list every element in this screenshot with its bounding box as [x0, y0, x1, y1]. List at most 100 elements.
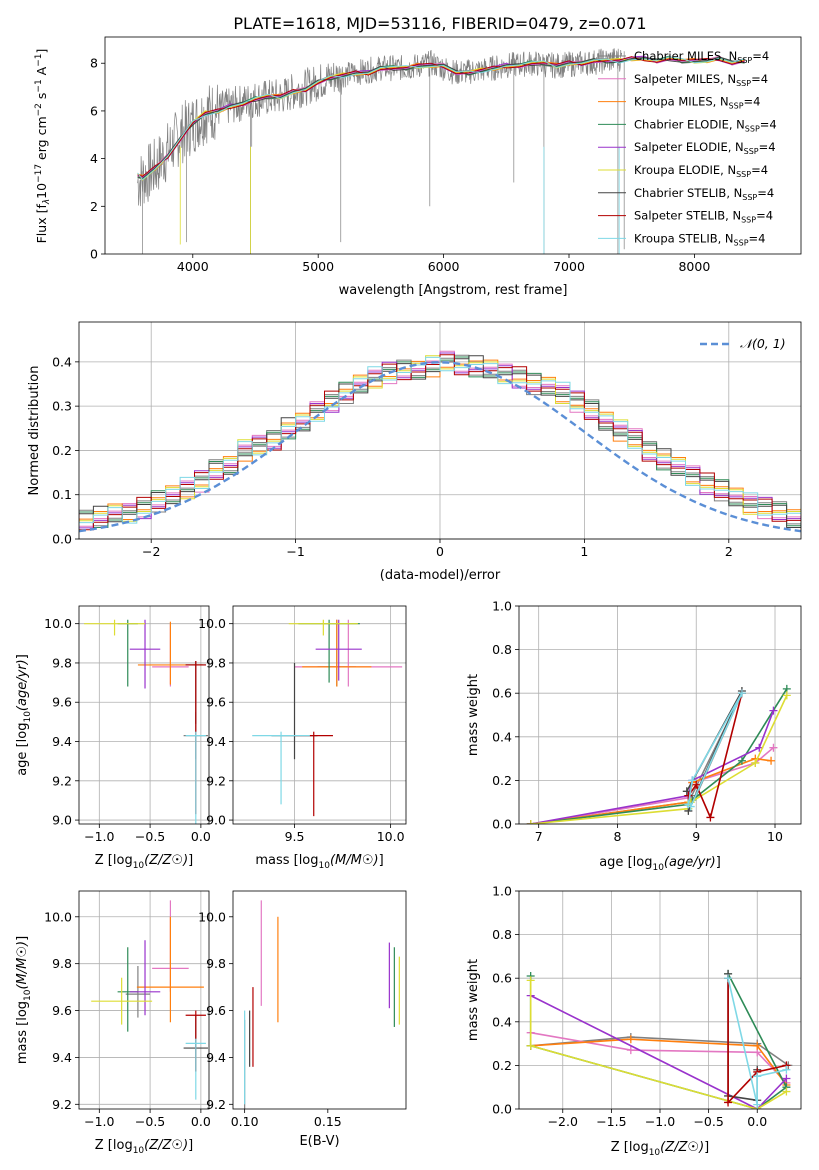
x-axis-label: Z [log10(Z/Z☉)]	[95, 853, 193, 871]
x-tick-label: 0.0	[191, 1114, 211, 1129]
y-tick-label: 9.2	[206, 1097, 226, 1112]
y-tick-label: 9.6	[206, 1003, 226, 1018]
weight-marker-5	[526, 976, 535, 985]
weight-marker-3	[737, 756, 746, 765]
x-tick-label: 5000	[302, 259, 334, 274]
x-tick-label: 7	[535, 829, 543, 844]
axes-frame	[518, 890, 802, 1110]
x-axis-label: E(B-V)	[299, 1134, 339, 1149]
x-tick-label: 4000	[177, 259, 209, 274]
y-tick-label: 8	[90, 56, 98, 71]
y-tick-label: 1.0	[492, 884, 512, 899]
x-tick-label: 9.5	[285, 829, 305, 844]
y-axis-label: mass weight	[466, 959, 481, 1041]
legend-entry-7: Salpeter STELIB, NSSP=4	[634, 209, 773, 225]
model-spectrum-7	[137, 56, 745, 177]
y-tick-label: 9.8	[206, 655, 226, 670]
legend-entry-2: Kroupa MILES, NSSP=4	[634, 95, 760, 111]
x-tick-label: −1.0	[84, 1114, 114, 1129]
y-tick-label: 10.0	[44, 909, 72, 924]
legend-entry-1: Salpeter MILES, NSSP=4	[634, 72, 768, 88]
y-tick-label: 0.0	[52, 532, 72, 547]
plot-content	[79, 350, 801, 533]
weight-marker-5	[751, 758, 760, 767]
legend-entry-5: Kroupa ELODIE, NSSP=4	[634, 163, 768, 179]
age-vs-Z-panel: −1.0 −0.5 0.0 9.0 9.2 9.4 9.6 9.8 10.0 Z [log10(Z…	[15, 605, 211, 871]
y-tick-label: 0.4	[492, 1014, 512, 1029]
histogram-step-4	[79, 352, 801, 529]
y-tick-label: 0.6	[492, 686, 512, 701]
weight-marker-5	[782, 1087, 791, 1096]
histogram-step-8	[79, 356, 801, 531]
weight-line-7	[687, 693, 743, 820]
y-axis-label: Normed distribution	[27, 366, 42, 496]
histogram-step-2	[79, 359, 801, 531]
weight-line-8	[687, 692, 743, 807]
y-tick-label: 0	[90, 247, 98, 262]
mass-vs-EBV-panel: 0.10 0.15 9.2 9.4 9.6 9.8 10.0 E(B-V)	[198, 890, 407, 1149]
weight-line-7	[727, 978, 787, 1105]
weight-marker-2	[753, 1041, 762, 1050]
y-tick-label: 10.0	[44, 616, 72, 631]
x-tick-label: −2	[142, 544, 160, 559]
axes-frame	[232, 605, 407, 825]
y-tick-label: 0.0	[492, 817, 512, 832]
x-tick-label: 0.0	[747, 1114, 767, 1129]
age-vs-mass-panel: 9.5 10.0 9.0 9.2 9.4 9.6 9.8 10.0 mass [log10(M/…	[198, 605, 407, 871]
legend-entry-4: Salpeter ELODIE, NSSP=4	[634, 140, 776, 156]
x-tick-label: −0.5	[135, 1114, 165, 1129]
histogram-step-6	[79, 355, 801, 528]
y-tick-label: 9.4	[52, 1050, 72, 1065]
weight-marker-8	[782, 1065, 791, 1074]
y-tick-label: 9.4	[206, 1050, 226, 1065]
x-tick-label: 10.0	[377, 829, 405, 844]
model-spectrum-8	[137, 56, 745, 181]
y-tick-label: 0.1	[52, 487, 72, 502]
observed-spectrum	[137, 48, 623, 207]
weight-marker-8	[737, 689, 746, 698]
plot-content	[84, 619, 208, 824]
y-tick-label: 6	[90, 103, 98, 118]
plot-content	[252, 619, 403, 817]
x-tick-label: 1	[580, 544, 588, 559]
y-tick-label: 9.6	[52, 695, 72, 710]
weight-marker-7	[724, 1098, 733, 1107]
plot-content	[526, 969, 793, 1109]
weight-marker-4	[769, 706, 778, 715]
weight-marker-8	[724, 974, 733, 983]
x-tick-label: 0.10	[231, 1114, 259, 1129]
weight-line-5	[529, 980, 787, 1109]
axes-frame	[78, 605, 210, 825]
x-tick-label: −0.5	[693, 1114, 723, 1129]
weight-line-5	[530, 695, 788, 824]
spectrum-legend: Chabrier MILES, NSSP=4 Salpeter MILES, NS…	[598, 49, 777, 247]
x-tick-label: −2.0	[548, 1114, 578, 1129]
axes-frame	[518, 605, 802, 825]
y-tick-label: 2	[90, 199, 98, 214]
plot-content	[91, 900, 208, 1100]
y-tick-label: 9.0	[206, 813, 226, 828]
weight-line-2	[530, 757, 772, 824]
y-tick-label: 9.6	[52, 1003, 72, 1018]
y-tick-label: 0.4	[52, 354, 72, 369]
axes-frame	[232, 890, 407, 1110]
axes-frame	[78, 890, 210, 1110]
x-axis-label: (data-model)/error	[380, 568, 501, 583]
mass-weight-vs-age-panel: 7 8 9 10 0.0 0.2 0.4 0.6 0.8 1.0 age [log10(age/yr…	[466, 599, 802, 873]
weight-marker-5	[526, 1041, 535, 1050]
x-axis-label: Z [log10(Z/Z☉)]	[611, 1140, 709, 1158]
x-tick-label: 0.0	[191, 829, 211, 844]
y-tick-label: 0.8	[492, 927, 512, 942]
weight-marker-7	[684, 791, 693, 800]
y-tick-label: 9.2	[52, 1097, 72, 1112]
x-tick-label: 0.15	[314, 1114, 342, 1129]
y-tick-label: 0.8	[492, 642, 512, 657]
weight-line-6	[727, 973, 758, 1102]
x-tick-label: −1	[286, 544, 304, 559]
y-tick-label: 0.3	[52, 399, 72, 414]
weight-marker-8	[686, 802, 695, 811]
weight-marker-4	[782, 1074, 791, 1083]
weight-line-3	[530, 688, 788, 824]
weight-marker-2	[626, 1035, 635, 1044]
weight-marker-1	[769, 743, 778, 752]
